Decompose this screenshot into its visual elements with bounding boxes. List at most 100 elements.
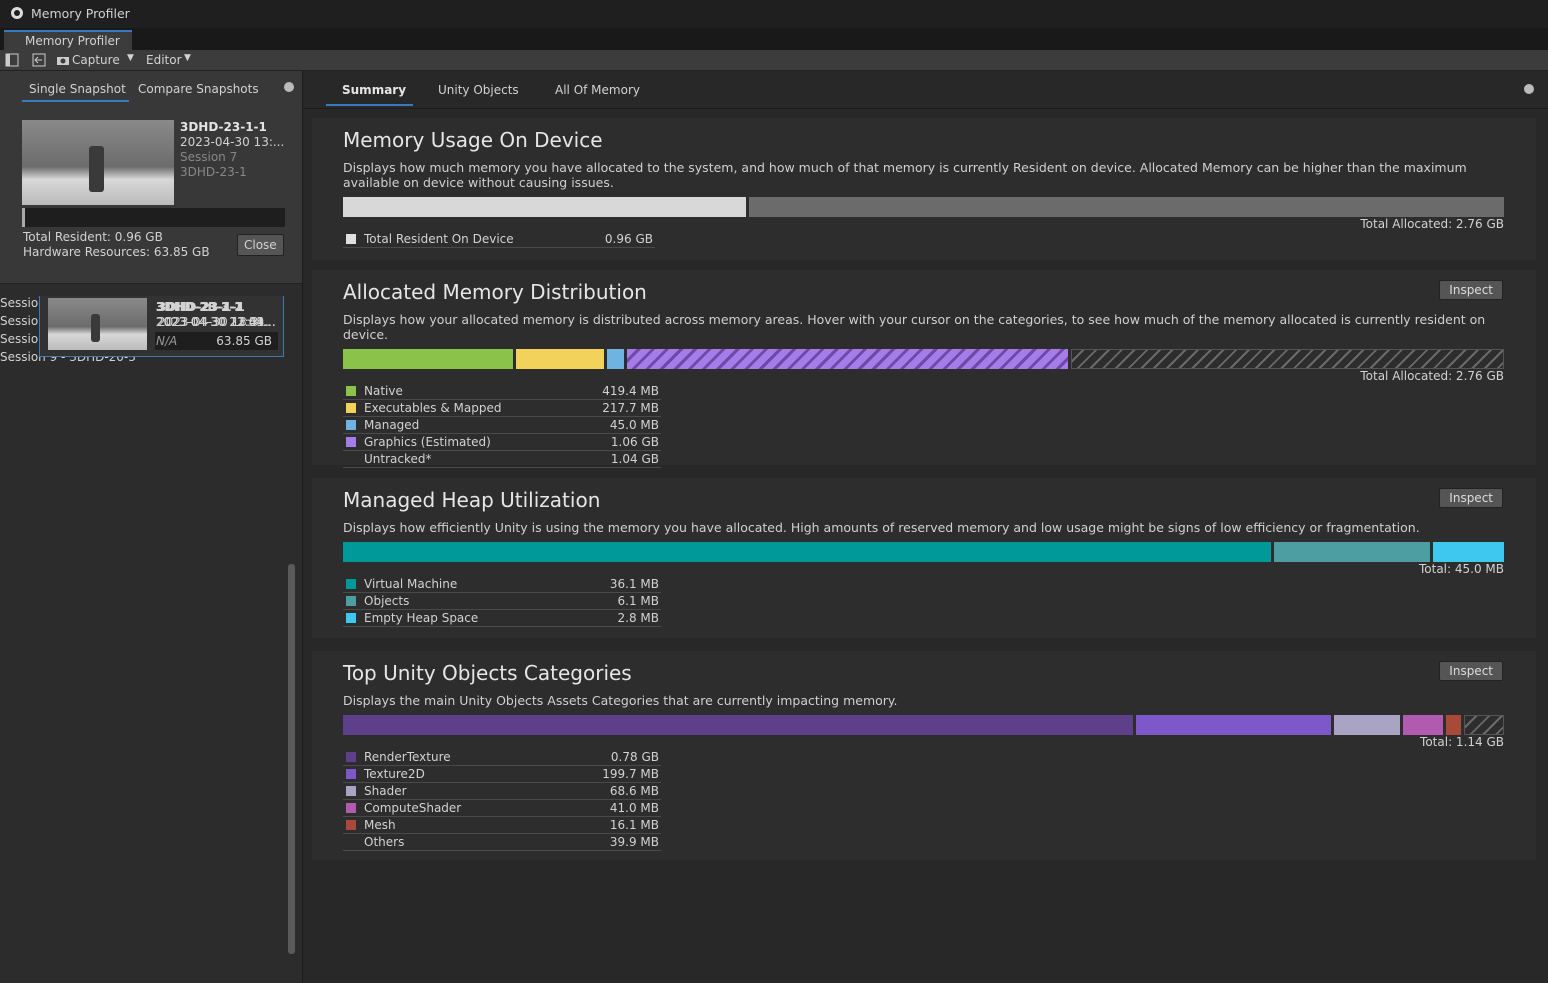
legend-name: Objects — [364, 593, 410, 608]
legend-name: Texture2D — [364, 766, 425, 781]
memory-bar — [343, 197, 1504, 217]
legend-value: 0.96 GB — [604, 231, 653, 246]
snapshot-date: 2023-04-30 13:3... — [158, 315, 270, 329]
legend-swatch — [346, 420, 356, 430]
legend-swatch — [346, 454, 356, 464]
legend-row: Mesh 16.1 MB — [343, 817, 661, 834]
legend-name: RenderTexture — [364, 749, 451, 764]
legend-swatch — [346, 752, 356, 762]
legend-row: Native 419.4 MB — [343, 383, 661, 400]
memory-bar — [343, 349, 1504, 369]
section-description: Displays how your allocated memory is di… — [343, 312, 1486, 342]
legend-swatch — [346, 613, 356, 623]
legend-name: Native — [364, 383, 403, 398]
close-button[interactable]: Close — [237, 234, 284, 256]
legend: RenderTexture 0.78 GB Texture2D 199.7 MB Sha… — [343, 749, 661, 851]
snapshot-name: 3DHD-20-3-2 — [156, 300, 243, 314]
legend-row: Shader 68.6 MB — [343, 783, 661, 800]
main-tab[interactable]: All Of Memory — [555, 83, 640, 97]
inspect-button[interactable]: Inspect — [1439, 488, 1503, 508]
legend-swatch — [346, 803, 356, 813]
bar-segment — [515, 349, 604, 369]
total-label: Total: 1.14 GB — [1420, 735, 1504, 749]
summary-card: Top Unity Objects Categories Inspect Displ… — [312, 651, 1536, 860]
legend-value: 39.9 MB — [609, 834, 659, 849]
snapshot-name: 3DHD-23-2-1 — [156, 300, 243, 314]
import-button[interactable] — [32, 53, 46, 67]
snapshot-name: 3DHD-23-2-2 — [156, 300, 243, 314]
section-title: Allocated Memory Distribution — [343, 280, 647, 304]
legend-swatch — [346, 786, 356, 796]
hardware-resources: Hardware Resources: 63.85 GB — [23, 245, 210, 259]
legend-name: Empty Heap Space — [364, 610, 479, 625]
snapshot-name: 3DHD-23-1-2 — [156, 300, 243, 314]
legend-row: Others 39.9 MB — [343, 834, 661, 851]
legend-name: Managed — [364, 417, 420, 432]
legend-value: 2.8 MB — [617, 610, 659, 625]
legend-swatch — [346, 437, 356, 447]
divider — [303, 108, 1548, 109]
legend-name: Total Resident On Device — [364, 231, 514, 246]
snapshot-list: 2023-04-30 12:54...N/A63.85 GB3DHD-22-1-… — [0, 296, 286, 983]
legend-value: 16.1 MB — [609, 817, 659, 832]
legend-row: Executables & Mapped 217.7 MB — [343, 400, 661, 417]
legend-swatch — [346, 403, 356, 413]
memory-bar — [343, 715, 1505, 735]
section-title: Managed Heap Utilization — [343, 488, 601, 512]
bar-segment — [1446, 715, 1462, 735]
legend-name: Executables & Mapped — [364, 400, 502, 415]
section-description: Displays how much memory you have alloca… — [343, 160, 1467, 190]
legend-row: Managed 45.0 MB — [343, 417, 661, 434]
legend-value: 0.78 GB — [610, 749, 659, 764]
total-resident: Total Resident: 0.96 GB — [23, 230, 163, 244]
legend-name: Graphics (Estimated) — [364, 434, 491, 449]
inspect-button[interactable]: Inspect — [1439, 661, 1503, 681]
hardware-memory: 63.85 GB — [216, 334, 272, 348]
main-tab[interactable]: Summary — [342, 83, 407, 97]
scrollbar[interactable] — [287, 301, 296, 971]
sidebar-tab[interactable]: Single Snapshot — [29, 82, 126, 96]
legend-row: Objects 6.1 MB — [343, 593, 661, 610]
main-tab[interactable]: Unity Objects — [438, 83, 519, 97]
legend: Virtual Machine 36.1 MB Objects 6.1 MB Empty… — [343, 576, 661, 627]
snapshot-date: 2023-04-30 21:44... — [156, 315, 276, 329]
legend-swatch — [346, 596, 356, 606]
legend-name: Shader — [364, 783, 407, 798]
bar-segment — [1464, 715, 1505, 735]
legend-value: 45.0 MB — [609, 417, 659, 432]
legend-name: Virtual Machine — [364, 576, 458, 591]
window-title: Memory Profiler — [31, 6, 130, 21]
legend-row: Untracked* 1.04 GB — [343, 451, 661, 468]
sidebar-header: Single Snapshot Compare Snapshots 3DHD-2… — [0, 71, 302, 284]
bar-segment — [1433, 542, 1504, 562]
capture-button[interactable]: Capture — [72, 53, 120, 67]
legend-value: 41.0 MB — [609, 800, 659, 815]
bar-segment — [1070, 349, 1504, 369]
legend-row: Total Resident On Device 0.96 GB — [343, 231, 655, 248]
help-icon[interactable] — [1524, 84, 1534, 94]
window-tab-label: Memory Profiler — [25, 34, 120, 48]
legend-row: Graphics (Estimated) 1.06 GB — [343, 434, 661, 451]
inspect-button[interactable]: Inspect — [1439, 280, 1503, 300]
snapshot-thumbnail — [48, 298, 145, 350]
section-title: Memory Usage On Device — [343, 128, 603, 152]
snapshot-thumbnail — [22, 120, 174, 205]
help-icon[interactable] — [284, 82, 294, 92]
snapshot-name: 3DHD-23-1-1 — [158, 300, 245, 314]
sidebar-tab[interactable]: Compare Snapshots — [138, 82, 259, 96]
snapshot-date: 2023-04-30 13:39... — [156, 315, 276, 329]
snapshot-memory: N/A 63.85 GB — [155, 332, 276, 350]
bar-segment — [748, 197, 1504, 217]
target-dropdown[interactable]: Editor — [146, 53, 182, 67]
scroll-thumb[interactable] — [288, 564, 295, 954]
window-tab[interactable]: Memory Profiler — [4, 30, 132, 50]
total-label: Total Allocated: 2.76 GB — [1360, 369, 1504, 383]
main-panel: Summary Unity Objects All Of Memory Memo… — [303, 71, 1548, 983]
legend-name: Mesh — [364, 817, 396, 832]
toggle-sidebar[interactable] — [5, 53, 19, 67]
legend-value: 68.6 MB — [609, 783, 659, 798]
section-description: Displays the main Unity Objects Assets C… — [343, 693, 898, 708]
snapshot-date: 2023-04-30 21:43... — [156, 315, 276, 329]
total-label: Total: 45.0 MB — [1418, 562, 1504, 576]
legend-value: 199.7 MB — [602, 766, 659, 781]
